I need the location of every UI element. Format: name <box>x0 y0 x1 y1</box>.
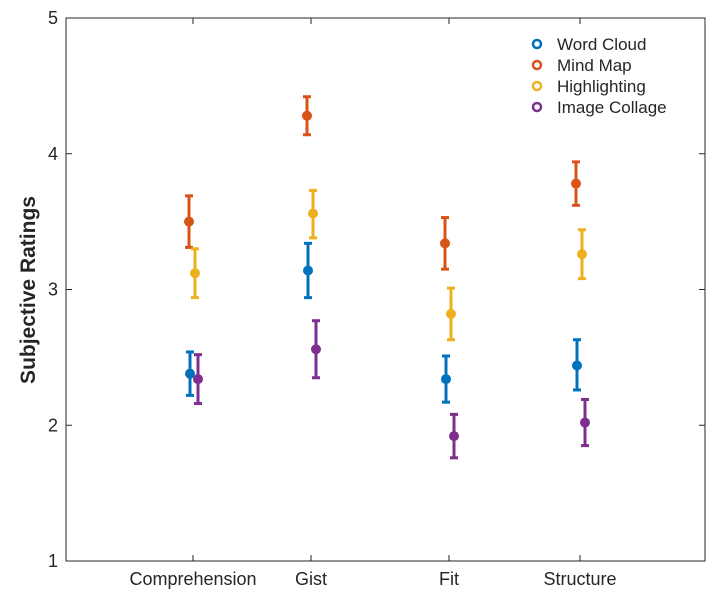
data-point <box>190 268 200 279</box>
x-tick-label: Gist <box>295 569 327 589</box>
data-point <box>446 308 456 319</box>
data-point <box>184 216 194 227</box>
legend-marker <box>531 80 543 92</box>
data-point <box>449 431 459 442</box>
data-point <box>308 208 318 219</box>
x-tick-label: Fit <box>439 569 459 589</box>
y-axis-label: Subjective Ratings <box>17 196 40 384</box>
series-mind-map <box>184 95 581 271</box>
y-tick-label: 4 <box>48 144 58 164</box>
data-point <box>440 238 450 249</box>
legend-entry: Word Cloud <box>557 35 646 54</box>
y-axis: 1 2 3 4 5 <box>48 8 705 571</box>
data-point <box>577 249 587 260</box>
data-point <box>572 360 582 371</box>
series-highlighting <box>190 188 587 342</box>
legend-marker <box>531 59 543 71</box>
legend-marker <box>531 38 543 50</box>
y-tick-label: 2 <box>48 415 58 435</box>
data-point <box>302 110 312 121</box>
y-tick-label: 5 <box>48 8 58 28</box>
data-point <box>311 344 321 355</box>
legend-entry: Highlighting <box>557 77 646 96</box>
data-point <box>441 374 451 385</box>
series-image-collage <box>193 319 590 460</box>
y-tick-label: 1 <box>48 551 58 571</box>
data-point <box>571 178 581 189</box>
data-marks <box>184 95 590 460</box>
plot-area <box>65 17 706 562</box>
data-point <box>580 417 590 428</box>
x-tick-label: Comprehension <box>129 569 256 589</box>
x-tick-label: Structure <box>543 569 616 589</box>
legend-entry: Image Collage <box>557 98 667 117</box>
legend-entry: Mind Map <box>557 56 632 75</box>
x-axis: Comprehension Gist Fit Structure <box>129 18 617 589</box>
legend-marker <box>531 101 543 113</box>
data-point <box>185 368 195 379</box>
data-point <box>303 265 313 276</box>
data-point <box>193 374 203 385</box>
y-tick-label: 3 <box>48 280 58 300</box>
series-word-cloud <box>185 241 582 404</box>
legend: Word Cloud Mind Map Highlighting Image Coll… <box>531 35 667 117</box>
